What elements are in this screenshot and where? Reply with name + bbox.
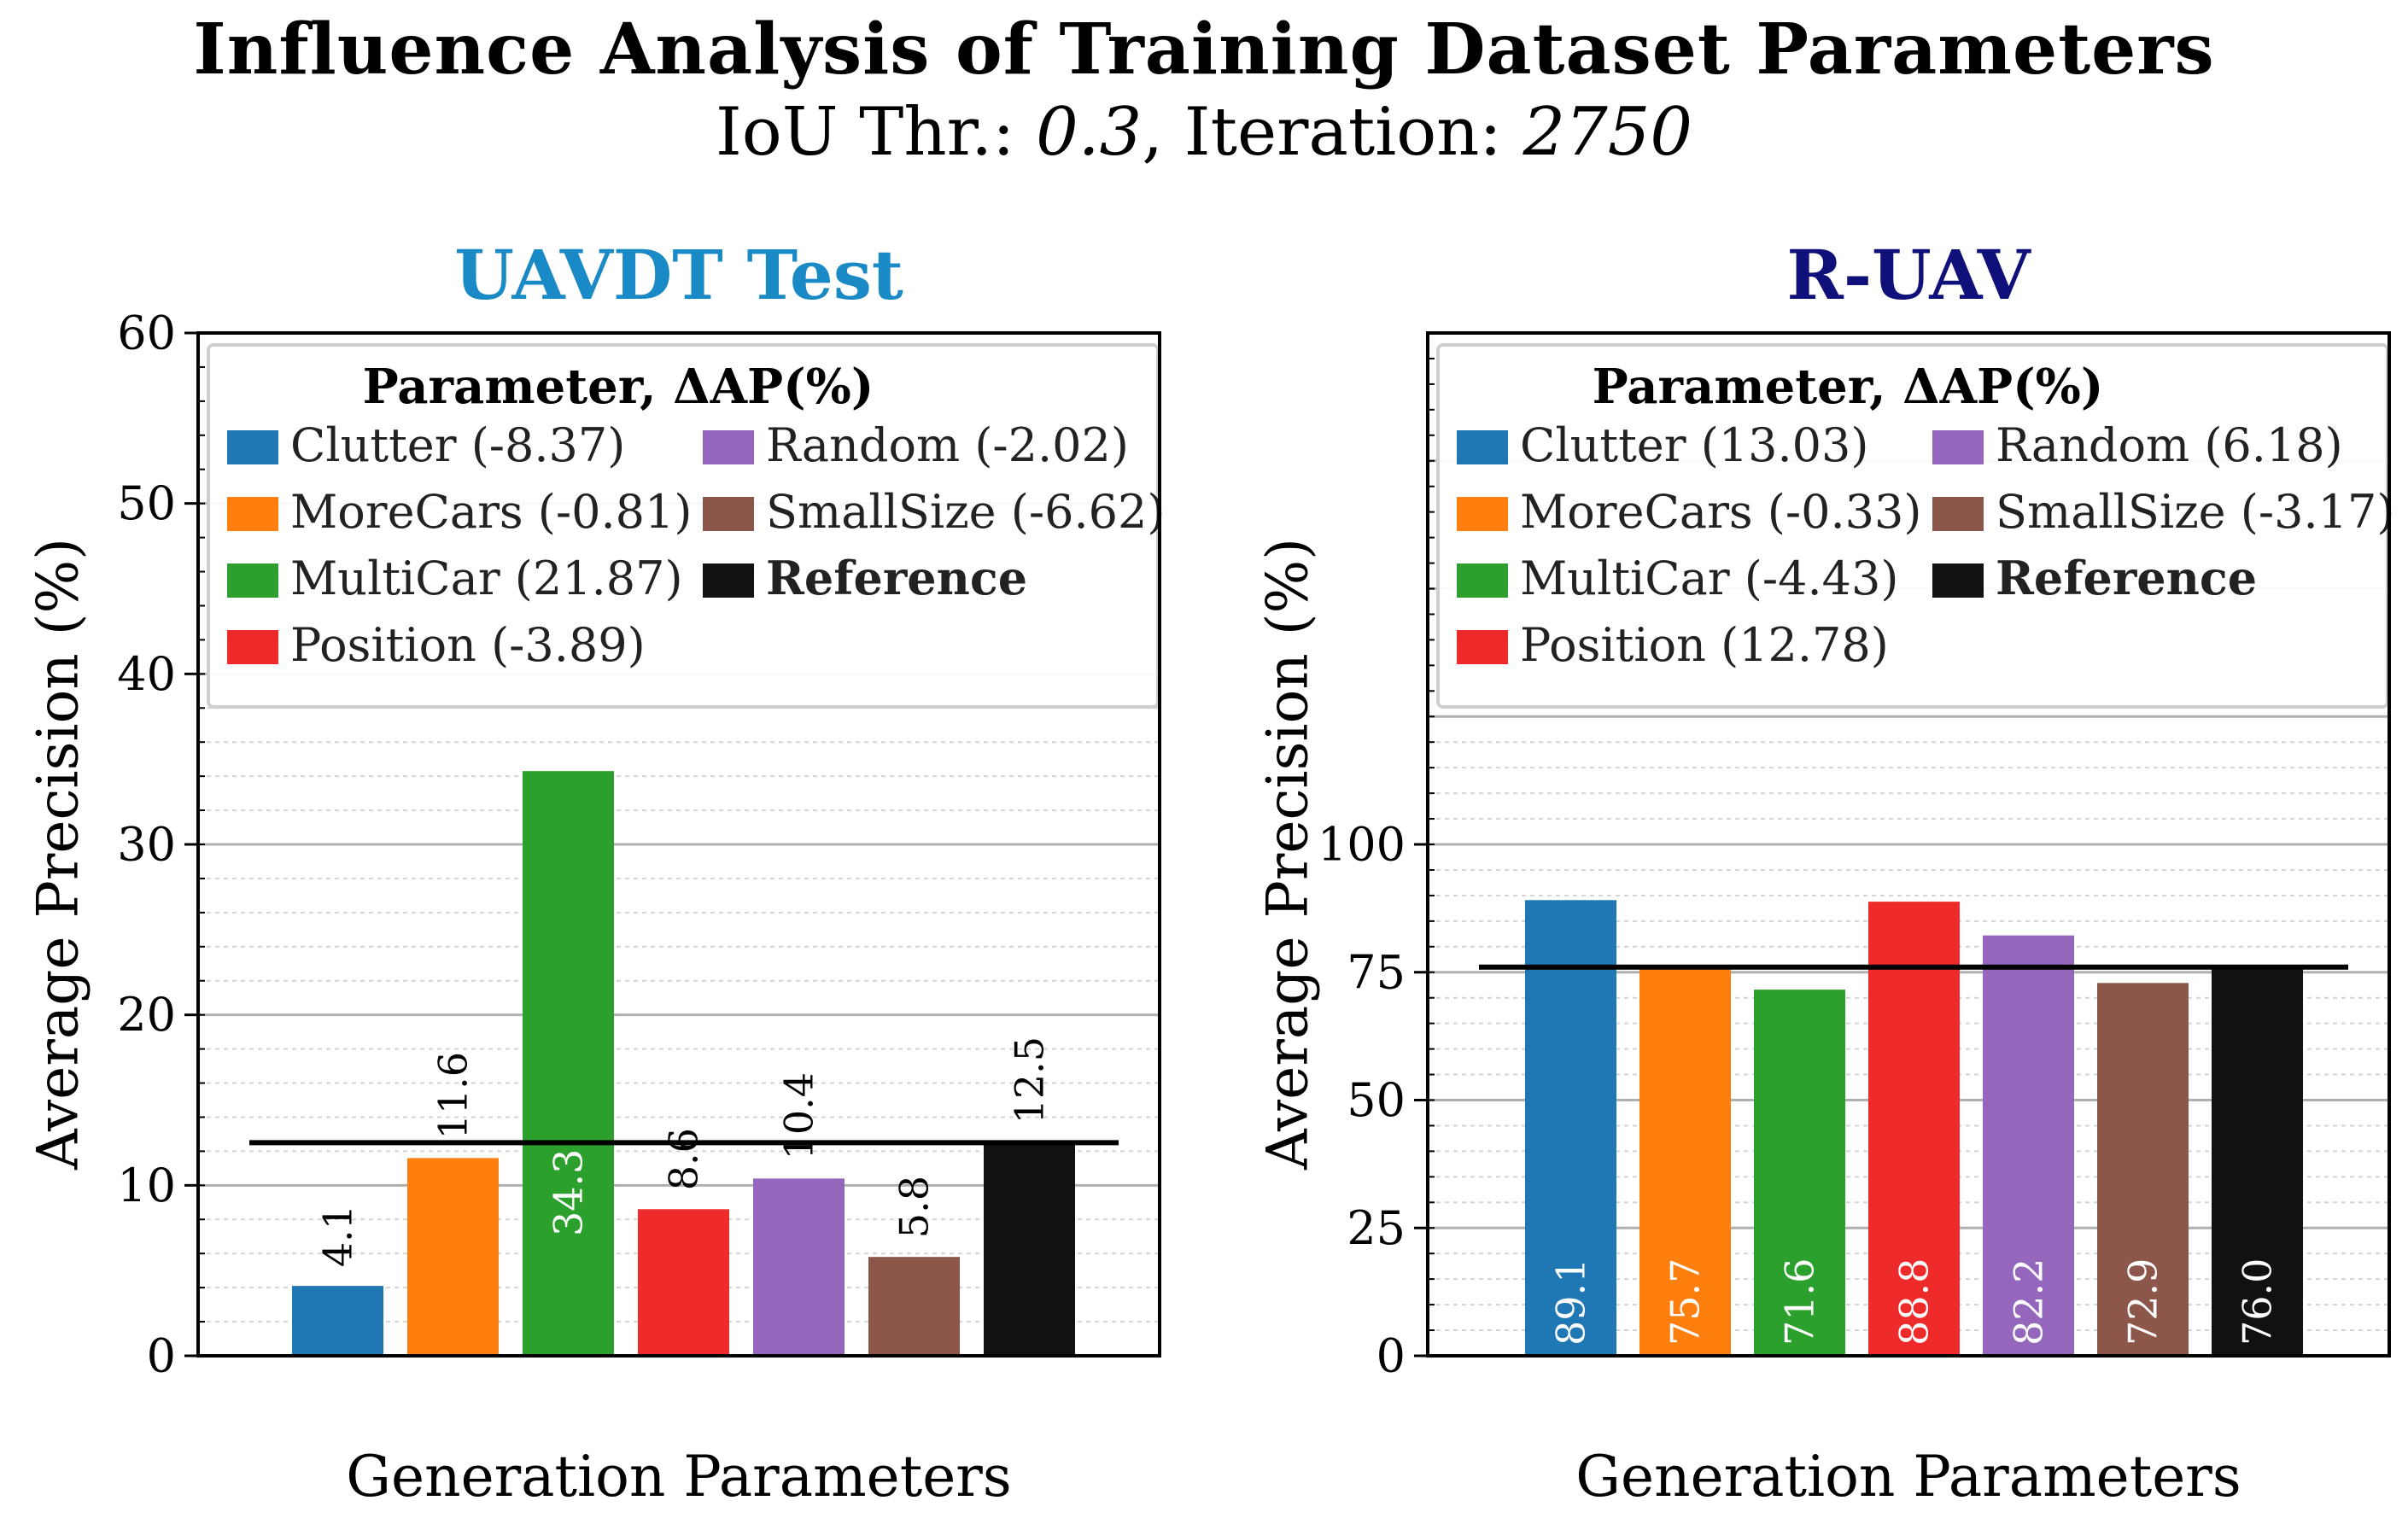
legend-swatch-random bbox=[703, 430, 754, 464]
legend-swatch-position bbox=[1457, 630, 1508, 664]
legend-swatch-clutter bbox=[1457, 430, 1508, 464]
bar-value-label: 10.4 bbox=[776, 1072, 822, 1159]
bar-value-label: 72.9 bbox=[2120, 1258, 2166, 1346]
y-tick-label: 30 bbox=[117, 818, 176, 872]
bar-value-label: 12.5 bbox=[1007, 1036, 1053, 1124]
legend-entry-label: Reference bbox=[766, 551, 1027, 605]
bar-value-label: 75.7 bbox=[1663, 1258, 1709, 1346]
legend-swatch-reference bbox=[1932, 563, 1984, 598]
panel-r-uav: R-UAV 89.1 75.7 71.6 88.8 82.2 72.9 76.0 Paramet… bbox=[1255, 235, 2395, 1509]
x-axis-label: Generation Parameters bbox=[346, 1444, 1011, 1509]
bar-smallsize bbox=[2097, 983, 2189, 1356]
bar-value-label: 5.8 bbox=[891, 1176, 938, 1238]
x-axis-label: Generation Parameters bbox=[1575, 1444, 2241, 1509]
y-axis-label: Average Precision (%) bbox=[1255, 538, 1321, 1171]
legend-swatch-smallsize bbox=[1932, 497, 1984, 531]
bar-value-label: 82.2 bbox=[2006, 1258, 2052, 1346]
subtitle-middle: , Iteration: bbox=[1142, 94, 1523, 171]
y-tick-label: 0 bbox=[147, 1329, 176, 1383]
legend-entry-label: Position (12.78) bbox=[1520, 618, 1889, 672]
bar-multicar bbox=[1754, 990, 1845, 1356]
figure-title: Influence Analysis of Training Dataset P… bbox=[193, 9, 2215, 91]
legend-entry-label: Position (-3.89) bbox=[290, 618, 646, 672]
legend-swatch-clutter bbox=[227, 430, 278, 464]
bar-value-label: 76.0 bbox=[2235, 1258, 2281, 1346]
bar-random bbox=[753, 1178, 845, 1356]
bar-value-label: 8.6 bbox=[661, 1128, 707, 1190]
legend-entry-label: Reference bbox=[1996, 551, 2257, 605]
legend-entry-label: MoreCars (-0.81) bbox=[290, 485, 692, 539]
bar-random bbox=[1983, 935, 2074, 1356]
subtitle-iou-value: 0.3 bbox=[1036, 94, 1143, 171]
legend-title: Parameter, ΔAP(%) bbox=[363, 359, 874, 415]
legend-swatch-smallsize bbox=[703, 497, 754, 531]
bar-morecars bbox=[1639, 968, 1731, 1356]
legend-entry-label: Random (-2.02) bbox=[766, 418, 1129, 472]
y-tick-label: 60 bbox=[117, 307, 176, 360]
bar-morecars bbox=[407, 1158, 499, 1356]
bar-value-label: 89.1 bbox=[1548, 1258, 1594, 1346]
y-axis-label: Average Precision (%) bbox=[26, 538, 91, 1171]
bar-clutter bbox=[292, 1286, 383, 1356]
bar-smallsize bbox=[868, 1257, 960, 1356]
bar-value-label: 88.8 bbox=[1891, 1258, 1938, 1346]
panel-title: UAVDT Test bbox=[454, 235, 903, 315]
y-tick-label: 20 bbox=[117, 988, 176, 1042]
legend-entry-label: MultiCar (21.87) bbox=[290, 552, 683, 605]
y-tick-label: 25 bbox=[1347, 1201, 1406, 1255]
panel-title: R-UAV bbox=[1786, 235, 2031, 315]
legend-entry-label: MultiCar (-4.43) bbox=[1520, 552, 1898, 605]
legend-title: Parameter, ΔAP(%) bbox=[1593, 359, 2104, 415]
legend-entry-label: MoreCars (-0.33) bbox=[1520, 485, 1921, 539]
y-tick-label: 40 bbox=[117, 647, 176, 701]
bar-value-label: 71.6 bbox=[1777, 1258, 1823, 1346]
legend-swatch-random bbox=[1932, 430, 1984, 464]
y-tick-label: 100 bbox=[1318, 818, 1406, 872]
legend-swatch-position bbox=[227, 630, 278, 664]
legend-entry-label: Clutter (13.03) bbox=[1520, 418, 1868, 472]
y-tick-label: 50 bbox=[1347, 1073, 1406, 1127]
bar-position bbox=[1868, 902, 1960, 1356]
legend-swatch-morecars bbox=[227, 497, 278, 531]
bar-value-label: 34.3 bbox=[546, 1149, 592, 1236]
legend-swatch-multicar bbox=[1457, 563, 1508, 598]
legend-swatch-multicar bbox=[227, 563, 278, 598]
bar-multicar bbox=[523, 771, 614, 1356]
figure-subtitle: IoU Thr.: 0.3, Iteration: 2750 bbox=[0, 94, 2408, 171]
legend-swatch-reference bbox=[703, 563, 754, 598]
panel-uavdt-test: UAVDT Test 4.1 11.6 34.3 8.6 10.4 5.8 12.5 Param… bbox=[26, 235, 1166, 1509]
legend-entry-label: SmallSize (-6.62) bbox=[766, 485, 1165, 539]
bar-reference bbox=[984, 1142, 1075, 1356]
legend-swatch-morecars bbox=[1457, 497, 1508, 531]
subtitle-prefix: IoU Thr.: bbox=[716, 94, 1037, 171]
bar-position bbox=[638, 1209, 729, 1356]
y-tick-label: 0 bbox=[1376, 1329, 1406, 1383]
bar-value-label: 11.6 bbox=[430, 1052, 476, 1139]
subtitle-iteration-value: 2750 bbox=[1523, 94, 1692, 171]
y-tick-label: 75 bbox=[1347, 945, 1406, 999]
y-tick-label: 50 bbox=[117, 476, 176, 530]
bar-clutter bbox=[1525, 900, 1616, 1356]
bar-reference bbox=[2212, 966, 2303, 1356]
legend-entry-label: SmallSize (-3.17) bbox=[1996, 485, 2394, 539]
y-tick-label: 10 bbox=[117, 1159, 176, 1212]
legend-entry-label: Clutter (-8.37) bbox=[290, 418, 625, 472]
legend-entry-label: Random (6.18) bbox=[1996, 418, 2343, 472]
bar-value-label: 4.1 bbox=[315, 1205, 361, 1267]
